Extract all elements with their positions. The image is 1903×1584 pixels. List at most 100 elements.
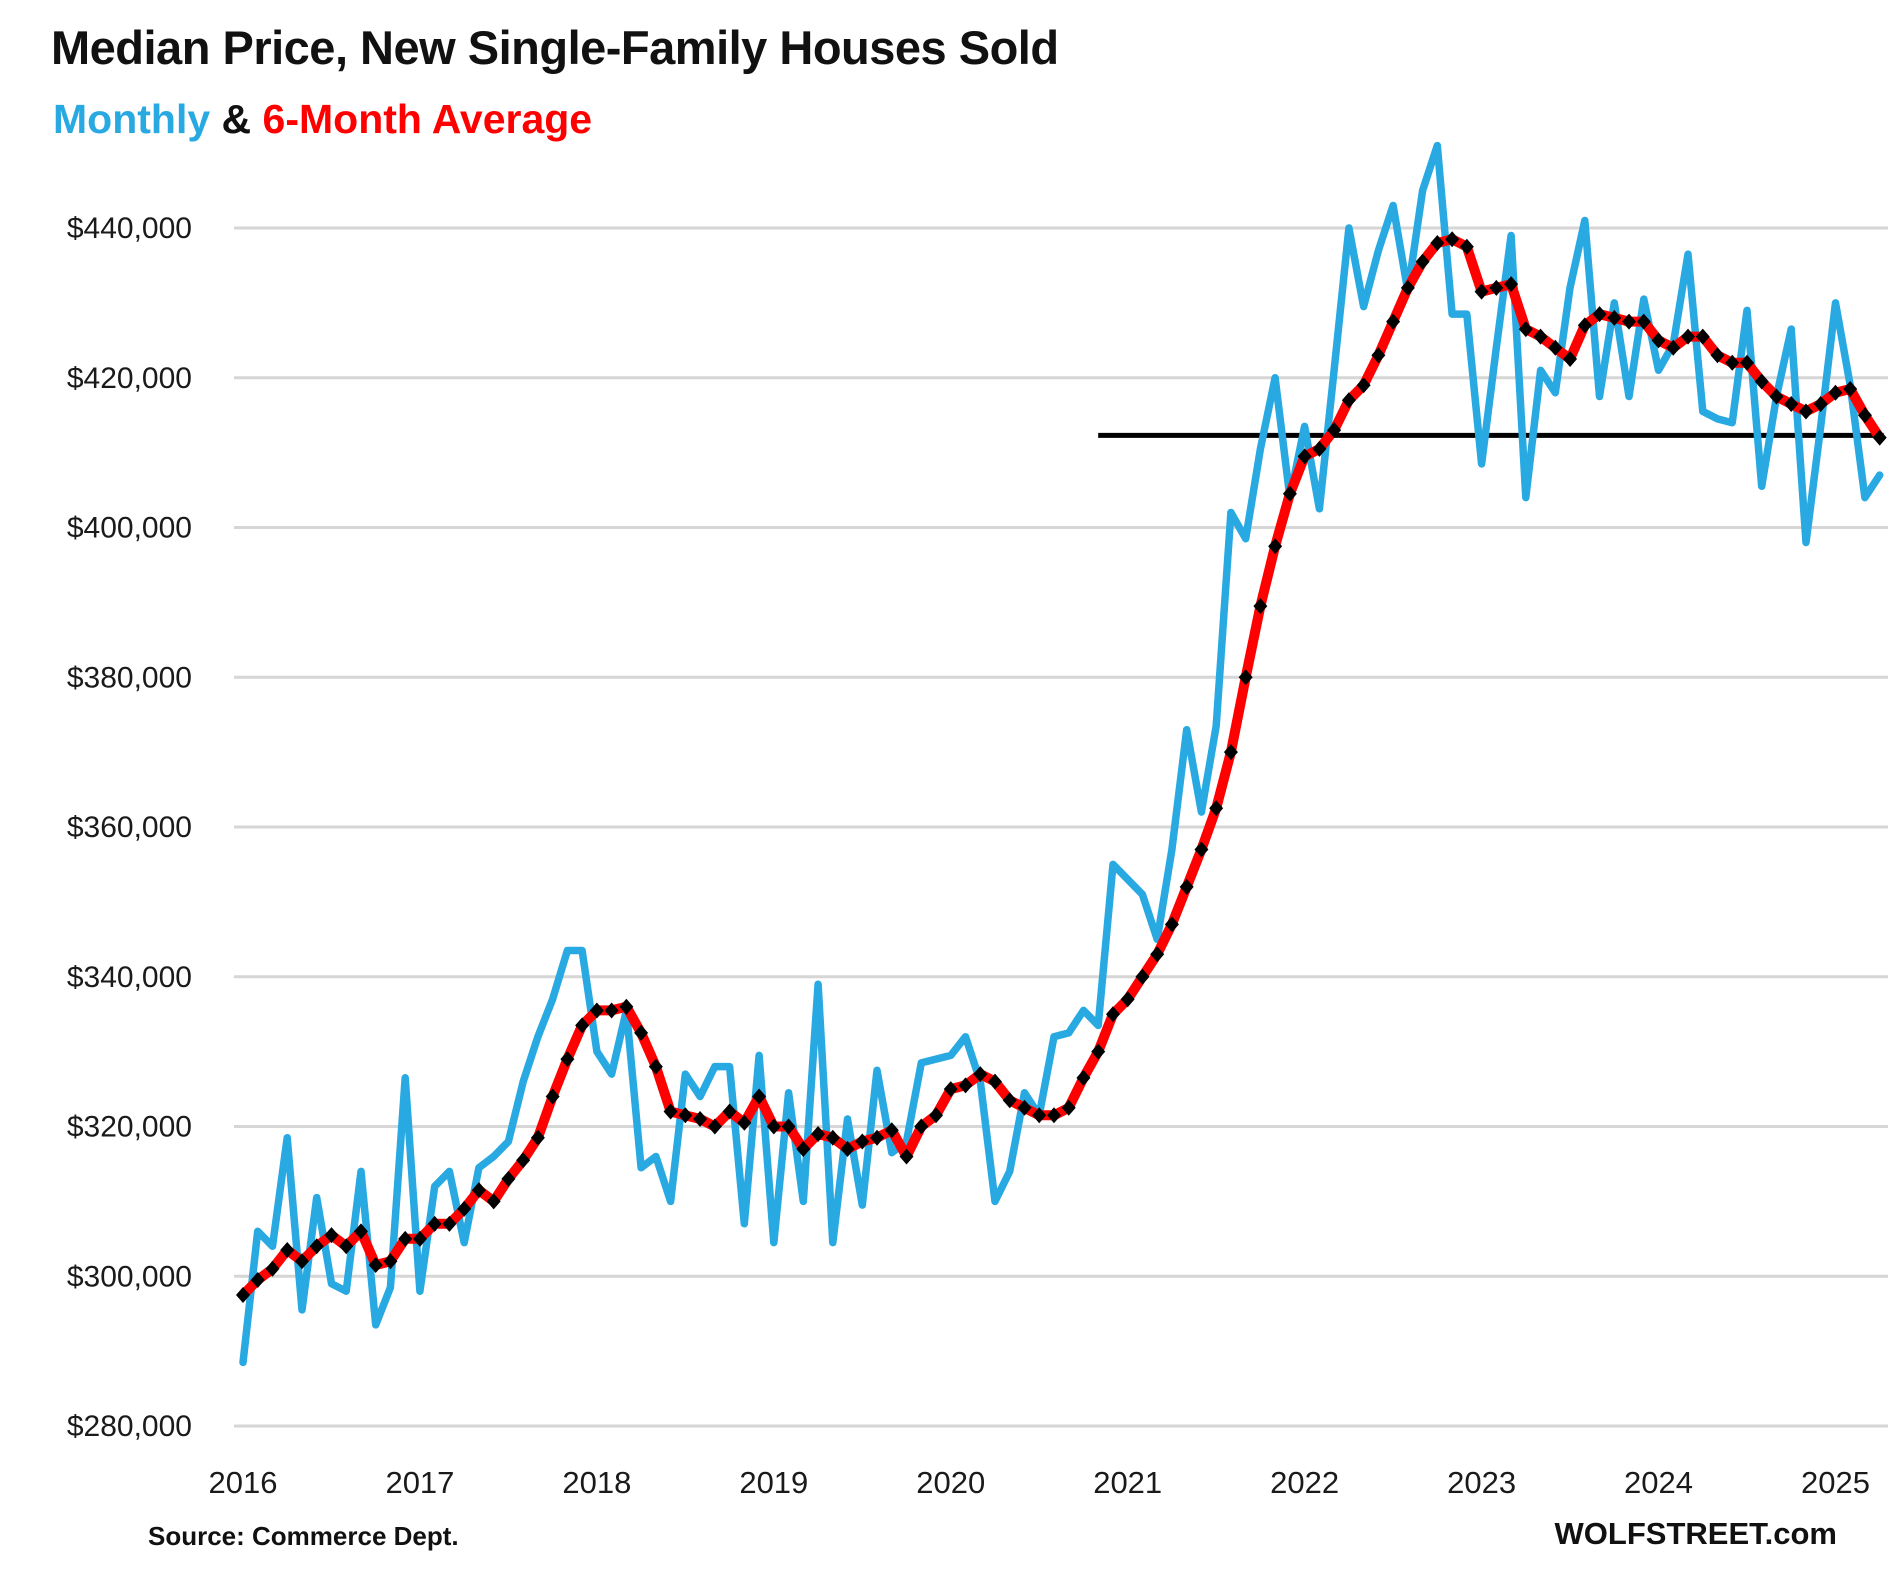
average-marker-diamond	[1371, 347, 1386, 364]
average-marker-diamond	[884, 1122, 899, 1139]
average-marker-diamond	[1636, 313, 1651, 330]
average-marker-diamond	[1459, 238, 1474, 255]
average-marker-diamond	[1592, 306, 1607, 323]
x-tick-label: 2016	[209, 1465, 278, 1500]
average-marker-diamond	[973, 1066, 988, 1083]
average-marker-diamond	[1194, 841, 1209, 858]
average-marker-diamond	[1002, 1092, 1017, 1109]
average-marker-diamond	[412, 1230, 427, 1247]
average-marker-diamond	[368, 1257, 383, 1274]
average-marker-diamond	[1533, 328, 1548, 345]
x-tick-label: 2023	[1447, 1465, 1516, 1500]
average-marker-diamond	[958, 1077, 973, 1094]
average-marker-diamond	[1046, 1107, 1061, 1124]
average-marker-diamond	[737, 1114, 752, 1131]
average-marker-diamond	[1872, 429, 1887, 446]
x-tick-label: 2024	[1624, 1465, 1693, 1500]
average-marker-diamond	[1164, 916, 1179, 933]
average-marker-diamond	[1445, 231, 1460, 248]
y-tick-label: $280,000	[67, 1410, 192, 1443]
average-marker-diamond	[840, 1140, 855, 1157]
chart-title: Median Price, New Single-Family Houses S…	[51, 21, 1059, 74]
average-marker-diamond	[427, 1215, 442, 1232]
average-marker-diamond	[619, 998, 634, 1015]
average-marker-diamond	[1091, 1043, 1106, 1060]
average-marker-diamond	[1209, 800, 1224, 817]
average-marker-diamond	[560, 1051, 575, 1068]
average-marker-diamond	[1105, 1006, 1120, 1023]
average-marker-diamond	[1341, 392, 1356, 409]
average-marker-diamond	[1577, 317, 1592, 334]
average-marker-diamond	[1828, 384, 1843, 401]
average-marker-diamond	[1695, 328, 1710, 345]
legend-monthly-label: Monthly	[53, 96, 211, 142]
y-tick-label: $360,000	[67, 811, 192, 844]
average-marker-diamond	[1504, 276, 1519, 293]
x-tick-label: 2020	[916, 1465, 985, 1500]
average-marker-diamond	[589, 1002, 604, 1019]
average-marker-diamond	[693, 1111, 708, 1128]
average-marker-diamond	[1297, 448, 1312, 465]
average-marker-diamond	[265, 1260, 280, 1277]
average-marker-diamond	[1268, 538, 1283, 555]
y-tick-label: $340,000	[67, 961, 192, 994]
average-marker-diamond	[309, 1238, 324, 1255]
average-marker-diamond	[280, 1242, 295, 1259]
average-marker-diamond	[1135, 968, 1150, 985]
x-tick-label: 2022	[1270, 1465, 1339, 1500]
average-marker-diamond	[663, 1103, 678, 1120]
average-marker-diamond	[516, 1152, 531, 1169]
average-marker-diamond	[929, 1107, 944, 1124]
average-marker-diamond	[353, 1223, 368, 1240]
average-marker-diamond	[442, 1215, 457, 1232]
average-marker-diamond	[1798, 403, 1813, 420]
average-marker-diamond	[294, 1253, 309, 1270]
average-marker-diamond	[1386, 313, 1401, 330]
average-marker-diamond	[678, 1107, 693, 1124]
average-marker-diamond	[1489, 279, 1504, 296]
y-tick-label: $300,000	[67, 1260, 192, 1293]
average-marker-diamond	[1518, 321, 1533, 338]
average-marker-diamond	[236, 1286, 250, 1303]
chart-subtitle: Monthly & 6-Month Average	[53, 96, 592, 143]
average-marker-diamond	[486, 1193, 501, 1210]
average-marker-diamond	[1312, 440, 1327, 457]
average-marker-diamond	[575, 1017, 590, 1034]
average-marker-diamond	[1651, 332, 1666, 349]
source-note: Source: Commerce Dept.	[148, 1521, 459, 1551]
average-marker-diamond	[1356, 377, 1371, 394]
average-marker-diamond	[870, 1129, 885, 1146]
average-marker-diamond	[398, 1230, 413, 1247]
average-marker-diamond	[1725, 354, 1740, 371]
average-marker-diamond	[855, 1133, 870, 1150]
average-marker-diamond	[1238, 669, 1253, 686]
legend-separator: &	[210, 96, 263, 142]
average-marker-diamond	[811, 1125, 826, 1142]
average-marker-diamond	[339, 1238, 354, 1255]
average-marker-diamond	[914, 1118, 929, 1135]
average-marker-diamond	[1223, 744, 1238, 761]
x-tick-label: 2017	[385, 1465, 454, 1500]
average-marker-diamond	[1017, 1099, 1032, 1116]
average-marker-diamond	[796, 1140, 811, 1157]
average-marker-diamond	[604, 1002, 619, 1019]
average-marker-diamond	[1327, 422, 1342, 439]
average-marker-diamond	[545, 1088, 560, 1105]
average-marker-diamond	[1179, 878, 1194, 895]
monthly-line	[239, 141, 1884, 1367]
average-marker-diamond	[766, 1118, 781, 1135]
average-marker-diamond	[722, 1103, 737, 1120]
average-marker-diamond	[1607, 309, 1622, 326]
average-marker-diamond	[1857, 407, 1872, 424]
average-marker-diamond	[1400, 279, 1415, 296]
average-marker-diamond	[1474, 283, 1489, 300]
average-marker-diamond	[1120, 991, 1135, 1008]
x-tick-label: 2021	[1093, 1465, 1162, 1500]
average-marker-diamond	[1739, 354, 1754, 371]
average-marker-diamond	[383, 1253, 398, 1270]
average-marker-diamond	[987, 1073, 1002, 1090]
average-marker-diamond	[457, 1200, 472, 1217]
x-tick-label: 2025	[1801, 1465, 1870, 1500]
